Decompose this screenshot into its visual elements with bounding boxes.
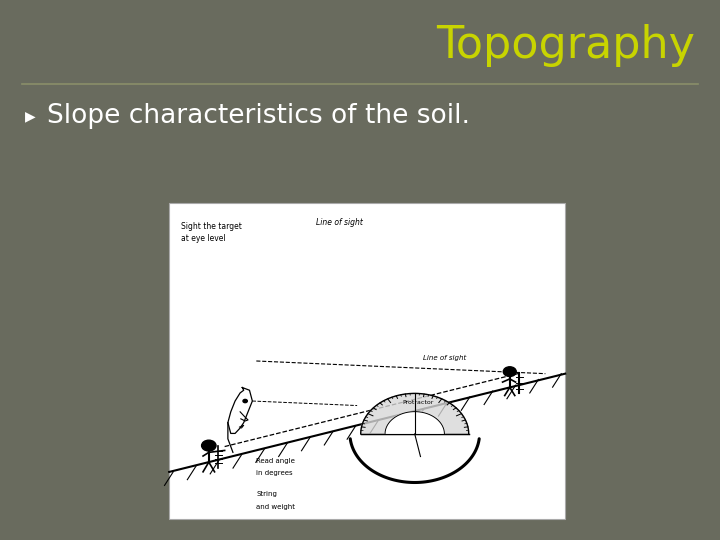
Text: Line of sight: Line of sight bbox=[316, 218, 363, 227]
Circle shape bbox=[503, 367, 516, 376]
Text: Protractor: Protractor bbox=[402, 400, 434, 405]
Circle shape bbox=[374, 475, 384, 483]
Circle shape bbox=[415, 458, 426, 466]
Text: in degrees: in degrees bbox=[256, 470, 293, 476]
Circle shape bbox=[410, 483, 420, 490]
Circle shape bbox=[350, 457, 360, 464]
Circle shape bbox=[202, 440, 216, 451]
Bar bbox=[169, 202, 565, 519]
Text: String: String bbox=[256, 491, 277, 497]
Text: Line of sight: Line of sight bbox=[423, 355, 466, 361]
Text: Slope characteristics of the soil.: Slope characteristics of the soil. bbox=[47, 103, 470, 129]
Circle shape bbox=[243, 400, 248, 403]
Text: Topography: Topography bbox=[436, 24, 695, 68]
Text: at eye level: at eye level bbox=[181, 234, 225, 243]
Polygon shape bbox=[361, 394, 469, 434]
Circle shape bbox=[445, 475, 455, 483]
Text: Sight the target: Sight the target bbox=[181, 221, 242, 231]
Text: Read angle: Read angle bbox=[256, 458, 295, 464]
Text: and weight: and weight bbox=[256, 504, 295, 510]
Polygon shape bbox=[385, 411, 444, 434]
Text: ▶: ▶ bbox=[25, 109, 36, 123]
